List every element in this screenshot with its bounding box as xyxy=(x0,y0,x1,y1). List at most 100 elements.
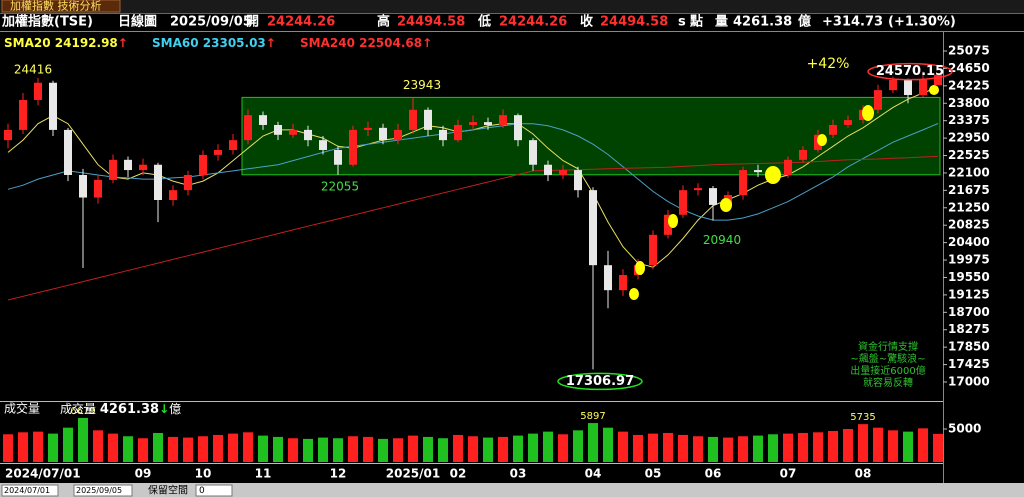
volume-bar xyxy=(48,433,58,462)
close-label: 收 xyxy=(580,14,594,30)
volume-pane-label: 成交量 xyxy=(4,401,40,416)
candle-body xyxy=(244,115,252,141)
reserve-label: 保留空間 xyxy=(148,484,188,497)
y-tick-label: 21250 xyxy=(948,200,990,214)
candle-body xyxy=(694,188,702,191)
volume-bar xyxy=(693,436,703,462)
volume-bar xyxy=(243,432,253,462)
candle-body xyxy=(274,124,282,135)
volume-bar xyxy=(813,432,823,462)
volume-bar xyxy=(378,438,388,462)
highlight-dot xyxy=(629,288,639,300)
sma-line xyxy=(7,123,939,221)
end-date-input[interactable] xyxy=(73,484,133,497)
volume-bar xyxy=(63,427,73,462)
x-tick-label: 02 xyxy=(450,467,467,481)
y-tick-label: 20825 xyxy=(948,218,990,232)
window-tab[interactable] xyxy=(1,0,121,13)
candle-body xyxy=(469,122,477,125)
volume-bar xyxy=(738,436,748,462)
candle-body xyxy=(259,115,267,125)
volume-bar xyxy=(153,432,163,462)
legend-text: 4261.38 xyxy=(100,402,159,417)
candle-body xyxy=(934,74,942,86)
reserve-input[interactable] xyxy=(195,484,233,497)
volume-bar xyxy=(663,432,673,462)
candle-body xyxy=(874,90,882,110)
volume-bar xyxy=(408,435,418,462)
close-value: 24494.58 xyxy=(600,15,668,30)
candle-body xyxy=(304,129,312,141)
highlight-dot xyxy=(635,261,645,275)
x-tick-label: 04 xyxy=(585,467,602,481)
candle-body xyxy=(784,159,792,175)
volume-bar xyxy=(303,438,313,462)
candle-body xyxy=(19,99,27,130)
legend-text: 24192.98 xyxy=(55,36,118,50)
candle-body xyxy=(514,115,522,141)
highlight-dot xyxy=(765,166,781,184)
volume-bar xyxy=(123,436,133,462)
y-tick-label: 19125 xyxy=(948,287,990,301)
x-tick-label: 2024/07/01 xyxy=(5,467,81,481)
price-note: 22055 xyxy=(321,179,359,193)
volume-bar xyxy=(348,436,358,462)
volume-bar xyxy=(213,434,223,462)
candle-body xyxy=(799,149,807,160)
circled-label: 17306.97 xyxy=(566,374,634,389)
note-line: 就容易反轉 xyxy=(863,376,913,389)
volume-bar xyxy=(783,433,793,462)
candle-body xyxy=(574,170,582,191)
volume-bar xyxy=(138,438,148,462)
volume-legend: 成交量 4261.38↓億 xyxy=(60,401,181,417)
legend-text: ↓ xyxy=(159,402,169,416)
candle-body xyxy=(829,124,837,135)
legend-entry: SMA60 23305.03↑ xyxy=(152,36,276,50)
candle-body xyxy=(154,164,162,200)
x-tick-label: 09 xyxy=(135,467,152,481)
high-value: 24494.58 xyxy=(397,15,465,30)
volume-bar xyxy=(903,431,913,462)
open-label: 開 xyxy=(246,15,259,30)
note-line: 出量接近6000億 xyxy=(850,364,925,377)
change: +314.73 xyxy=(822,15,883,30)
volume-bar xyxy=(438,438,448,462)
y-tick-label: 5000 xyxy=(948,421,981,435)
volume-bar xyxy=(498,436,508,462)
x-tick-label: 11 xyxy=(255,467,272,481)
candle-body xyxy=(649,234,657,266)
instrument: 加權指數(TSE) xyxy=(1,14,93,30)
volume-bar xyxy=(318,437,328,462)
legend-text: SMA240 xyxy=(300,36,355,50)
volume-bar xyxy=(543,431,553,462)
x-tick-label: 05 xyxy=(645,467,662,481)
price-note: 24416 xyxy=(14,63,52,77)
price-note: 23943 xyxy=(403,78,441,92)
circled-extreme xyxy=(867,62,953,81)
start-date-input[interactable] xyxy=(1,484,59,497)
price-note: 20940 xyxy=(703,233,741,247)
reserve-value: 0 xyxy=(199,486,205,496)
candle-body xyxy=(229,140,237,150)
x-tick-label: 06 xyxy=(705,467,722,481)
volume-bar xyxy=(798,432,808,462)
volume-bar xyxy=(873,427,883,462)
volume-bar xyxy=(333,438,343,462)
toolbar xyxy=(0,483,1024,497)
candle-body xyxy=(544,164,552,175)
y-tick-label: 21675 xyxy=(948,183,990,197)
y-tick-label: 22525 xyxy=(948,148,990,162)
candle-body xyxy=(49,82,57,130)
x-tick-label: 10 xyxy=(195,467,212,481)
volume-bar xyxy=(828,430,838,462)
circled-label: 24570.15 xyxy=(876,64,944,79)
candle-body xyxy=(904,79,912,96)
y-tick-label: 24225 xyxy=(948,78,990,92)
y-tick-label: 19550 xyxy=(948,270,990,284)
volume-bar xyxy=(603,427,613,462)
legend-text: 22504.68 xyxy=(359,36,422,50)
y-tick-label: 17850 xyxy=(948,340,990,354)
y-tick-label: 18275 xyxy=(948,322,990,336)
range-box xyxy=(241,96,941,176)
